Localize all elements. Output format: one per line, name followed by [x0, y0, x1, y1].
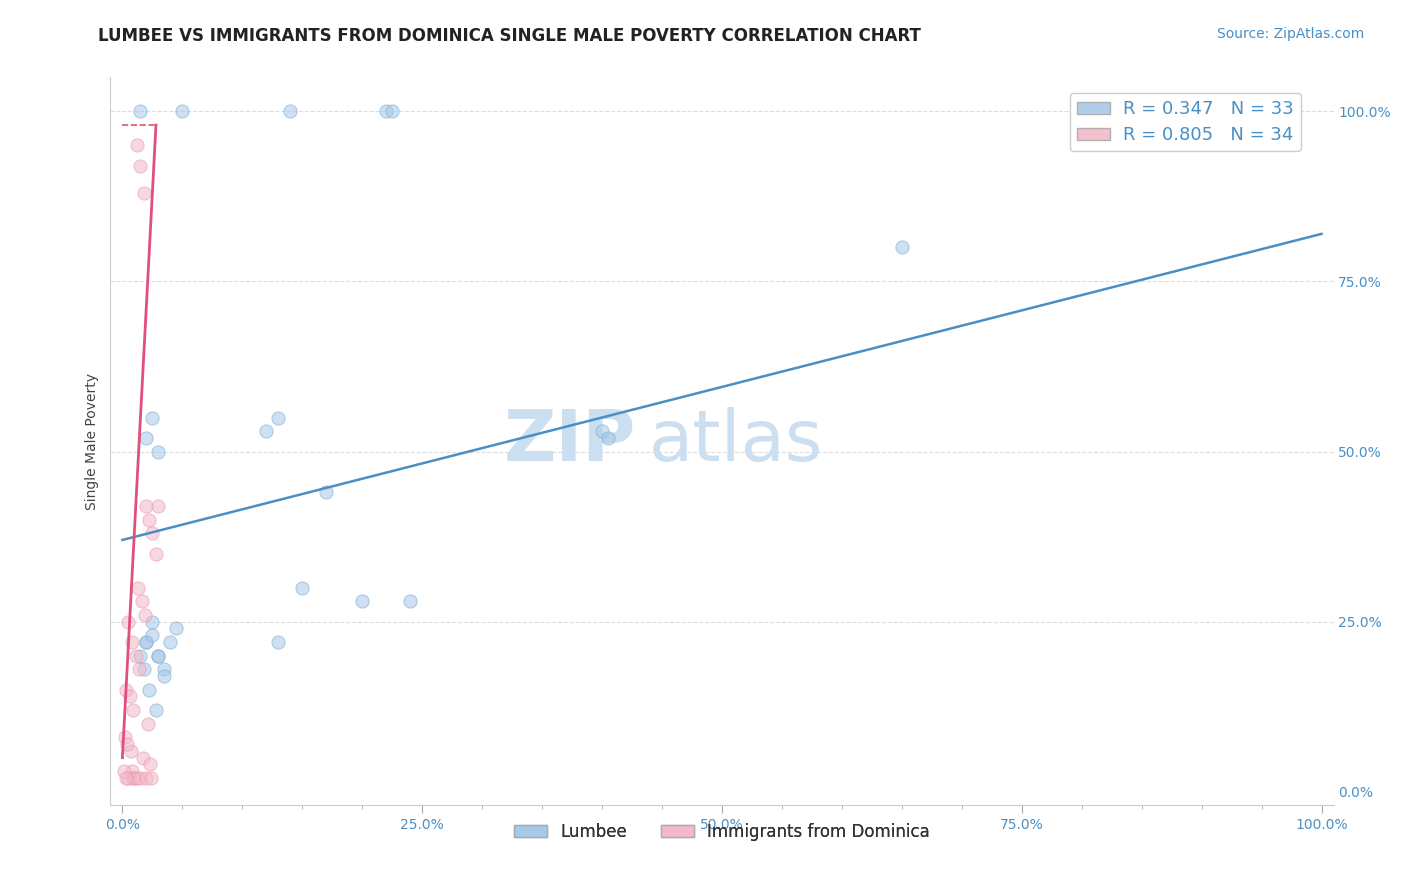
Point [254, 424, 277, 438]
Point [291, 581, 314, 595]
Point [124, 648, 146, 663]
Point [135, 635, 157, 649]
Point [115, 682, 138, 697]
Point [153, 662, 176, 676]
Point [131, 594, 153, 608]
Text: LUMBEE VS IMMIGRANTS FROM DOMINICA SINGLE MALE POVERTY CORRELATION CHART: LUMBEE VS IMMIGRANTS FROM DOMINICA SINGL… [98, 27, 921, 45]
Text: atlas: atlas [648, 407, 823, 475]
Point [121, 635, 143, 649]
Point [134, 607, 156, 622]
Point [115, 771, 138, 785]
Point [375, 104, 398, 119]
Point [890, 240, 912, 254]
Point [399, 594, 422, 608]
Point [132, 186, 155, 200]
Point [135, 771, 157, 785]
Point [124, 771, 146, 785]
Point [145, 547, 167, 561]
Point [114, 730, 136, 744]
Y-axis label: Single Male Poverty: Single Male Poverty [86, 373, 100, 510]
Point [129, 771, 152, 785]
Point [141, 628, 163, 642]
Point [1250, 104, 1272, 119]
Point [267, 410, 290, 425]
Point [129, 104, 152, 119]
Text: ZIP: ZIP [505, 407, 637, 475]
Point [117, 771, 139, 785]
Point [118, 690, 141, 704]
Point [159, 635, 181, 649]
Point [153, 669, 176, 683]
Text: Source: ZipAtlas.com: Source: ZipAtlas.com [1216, 27, 1364, 41]
Point [172, 104, 194, 119]
Point [129, 159, 152, 173]
Point [148, 444, 170, 458]
Point [591, 424, 613, 438]
Point [139, 757, 162, 772]
Point [122, 703, 145, 717]
Point [145, 703, 167, 717]
Point [127, 581, 149, 595]
Point [138, 512, 160, 526]
Point [135, 431, 157, 445]
Point [129, 648, 152, 663]
Point [125, 771, 148, 785]
Point [125, 138, 148, 153]
Point [141, 526, 163, 541]
Point [135, 635, 157, 649]
Point [136, 716, 159, 731]
Point [138, 682, 160, 697]
Point [122, 771, 145, 785]
Point [117, 615, 139, 629]
Point [165, 621, 187, 635]
Point [141, 410, 163, 425]
Point [115, 737, 138, 751]
Point [112, 764, 135, 779]
Point [148, 648, 170, 663]
Point [120, 744, 142, 758]
Point [121, 764, 143, 779]
Point [148, 499, 170, 513]
Point [381, 104, 404, 119]
Point [267, 635, 290, 649]
Point [352, 594, 374, 608]
Point [132, 750, 155, 764]
Point [128, 662, 150, 676]
Point [278, 104, 301, 119]
Point [135, 499, 157, 513]
Point [132, 662, 155, 676]
Legend: Lumbee, Immigrants from Dominica: Lumbee, Immigrants from Dominica [508, 816, 936, 847]
Point [141, 771, 163, 785]
Point [596, 431, 619, 445]
Point [141, 615, 163, 629]
Point [315, 485, 337, 500]
Point [148, 648, 170, 663]
